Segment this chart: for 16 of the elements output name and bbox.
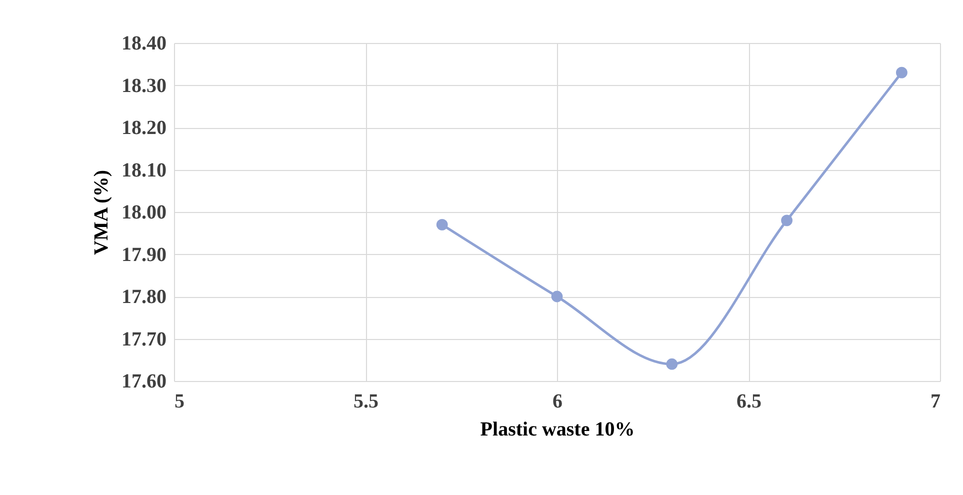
y-tick-label: 17.90 — [122, 244, 166, 266]
x-axis-title: Plastic waste 10% — [480, 418, 635, 440]
y-tick-label: 18.20 — [122, 117, 166, 139]
y-tick-label: 18.30 — [122, 74, 166, 97]
x-tick-label: 5.5 — [354, 390, 378, 412]
x-tick-label: 7 — [930, 390, 940, 412]
y-tick-label: 18.00 — [122, 202, 166, 224]
y-tick-label: 17.60 — [122, 370, 166, 392]
y-tick-label: 18.40 — [122, 32, 166, 54]
x-tick-label: 6.5 — [736, 390, 762, 412]
y-axis-title: VMA (%) — [90, 170, 112, 255]
y-tick-label: 18.10 — [122, 159, 166, 182]
y-tick-label: 17.80 — [122, 286, 166, 308]
y-tick-label: 17.70 — [122, 328, 166, 350]
x-tick-label: 5 — [174, 390, 184, 412]
x-tick-label: 6 — [552, 390, 562, 412]
